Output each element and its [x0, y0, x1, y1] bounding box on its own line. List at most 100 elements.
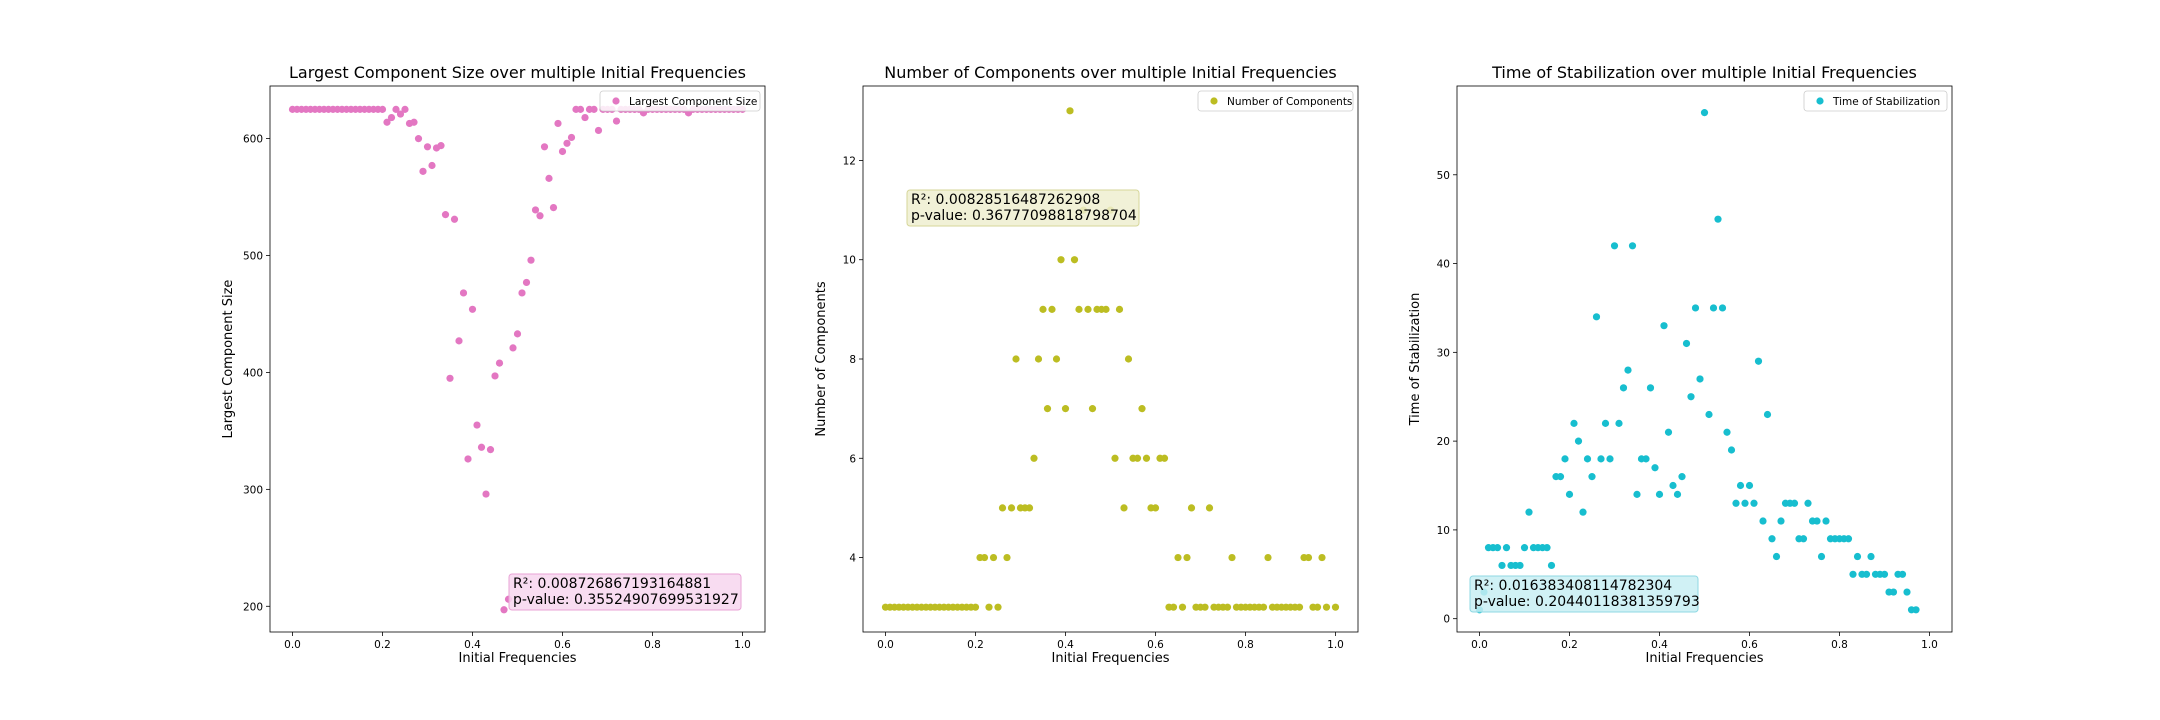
data-point: [1493, 544, 1502, 552]
data-point: [1228, 553, 1236, 562]
data-point: [419, 167, 427, 175]
data-point: [581, 113, 589, 122]
legend-box: [1197, 90, 1354, 112]
data-point: [1070, 256, 1079, 264]
data-point: [1525, 508, 1533, 516]
data-point: [1030, 454, 1038, 462]
r-squared-text: R²: 0.00828516487262908: [911, 192, 1100, 208]
x-tick-label: 0.4: [464, 639, 481, 651]
stats-box: [508, 573, 742, 611]
x-tick-label: 1.0: [1327, 639, 1344, 651]
data-point: [1174, 553, 1182, 562]
data-point: [1633, 490, 1641, 498]
y-axis-label: Time of Stabilization: [1408, 293, 1423, 427]
p-value-text: p-value: 0.36777098818798704: [911, 208, 1137, 224]
data-point: [1898, 570, 1907, 578]
data-point: [1223, 603, 1232, 611]
y-tick-label: 300: [243, 484, 263, 496]
data-point: [1003, 553, 1011, 562]
data-point: [1655, 490, 1664, 498]
data-point: [1183, 553, 1191, 562]
x-tick-label: 0.6: [554, 639, 571, 651]
x-axis-label: Initial Frequencies: [1646, 651, 1764, 666]
data-point: [1543, 544, 1551, 552]
legend: Time of Stabilization: [1803, 90, 1948, 112]
y-tick-label: 8: [849, 354, 856, 366]
r-squared-text: R²: 0.016383408114782304: [1474, 578, 1672, 594]
data-point: [1579, 508, 1587, 516]
data-point: [994, 603, 1002, 611]
data-point: [1660, 322, 1668, 330]
legend: Number of Components: [1197, 90, 1354, 112]
chart-title: Time of Stabilization over multiple Init…: [1491, 63, 1917, 82]
data-point: [549, 203, 558, 212]
data-point: [1151, 504, 1160, 512]
data-point: [1610, 242, 1619, 250]
x-tick-label: 0.8: [1237, 639, 1254, 651]
y-tick-label: 40: [1437, 259, 1450, 271]
p-value-text: p-value: 0.20440118381359793: [1474, 594, 1700, 610]
data-point: [1259, 603, 1268, 611]
data-point: [1187, 504, 1196, 512]
x-tick-label: 0.4: [1057, 639, 1074, 651]
data-point: [383, 118, 391, 126]
data-point: [1295, 603, 1304, 611]
stats-box: [906, 189, 1140, 227]
data-point: [1799, 535, 1808, 543]
plot-area-frame: [1456, 85, 1953, 633]
y-tick-label: 400: [243, 367, 263, 379]
data-point: [531, 206, 540, 214]
data-point: [1498, 561, 1506, 570]
data-point: [1133, 454, 1142, 462]
data-point: [1696, 375, 1704, 383]
data-point: [401, 105, 409, 113]
data-point: [495, 359, 504, 367]
data-point: [1709, 304, 1718, 312]
data-point: [1205, 504, 1214, 512]
data-point: [1804, 499, 1812, 507]
data-point: [1264, 553, 1272, 562]
p-value-text: p-value: 0.35524907699531927: [513, 592, 739, 608]
y-tick-label: 30: [1437, 347, 1450, 359]
data-point: [1853, 552, 1862, 561]
data-point: [482, 490, 490, 498]
data-point: [594, 126, 603, 135]
y-axis-label: Number of Components: [814, 281, 829, 436]
data-point: [1061, 405, 1070, 413]
data-point: [1682, 339, 1691, 348]
data-point: [509, 344, 517, 352]
legend-box: [1803, 90, 1948, 112]
data-point: [1322, 603, 1331, 611]
data-point: [1642, 455, 1650, 463]
x-axis-label: Initial Frequencies: [459, 651, 577, 666]
x-tick-label: 0.2: [374, 639, 391, 651]
data-point: [459, 289, 468, 297]
legend-label: Number of Components: [1227, 96, 1352, 108]
chart-panel-3: Time of Stabilization over multiple Init…: [1408, 63, 1953, 666]
data-point: [1048, 305, 1056, 313]
data-point: [612, 117, 621, 125]
data-point: [1007, 504, 1016, 512]
data-point: [1714, 215, 1722, 223]
data-point: [1750, 499, 1758, 507]
data-point: [1597, 455, 1605, 463]
data-point: [985, 603, 993, 611]
data-point: [477, 443, 486, 451]
data-point: [1687, 393, 1695, 401]
data-point: [1822, 517, 1830, 525]
data-point: [1817, 552, 1826, 561]
data-point: [1043, 405, 1052, 413]
data-point: [590, 105, 598, 113]
data-point: [1889, 588, 1898, 596]
y-tick-label: 600: [243, 134, 263, 146]
legend-marker: [1210, 97, 1218, 105]
data-point: [513, 330, 522, 338]
data-point: [1138, 405, 1146, 413]
data-point: [1772, 552, 1781, 561]
data-point: [540, 143, 549, 151]
data-point: [446, 374, 454, 382]
y-tick-label: 50: [1437, 170, 1450, 182]
data-point: [437, 142, 445, 150]
